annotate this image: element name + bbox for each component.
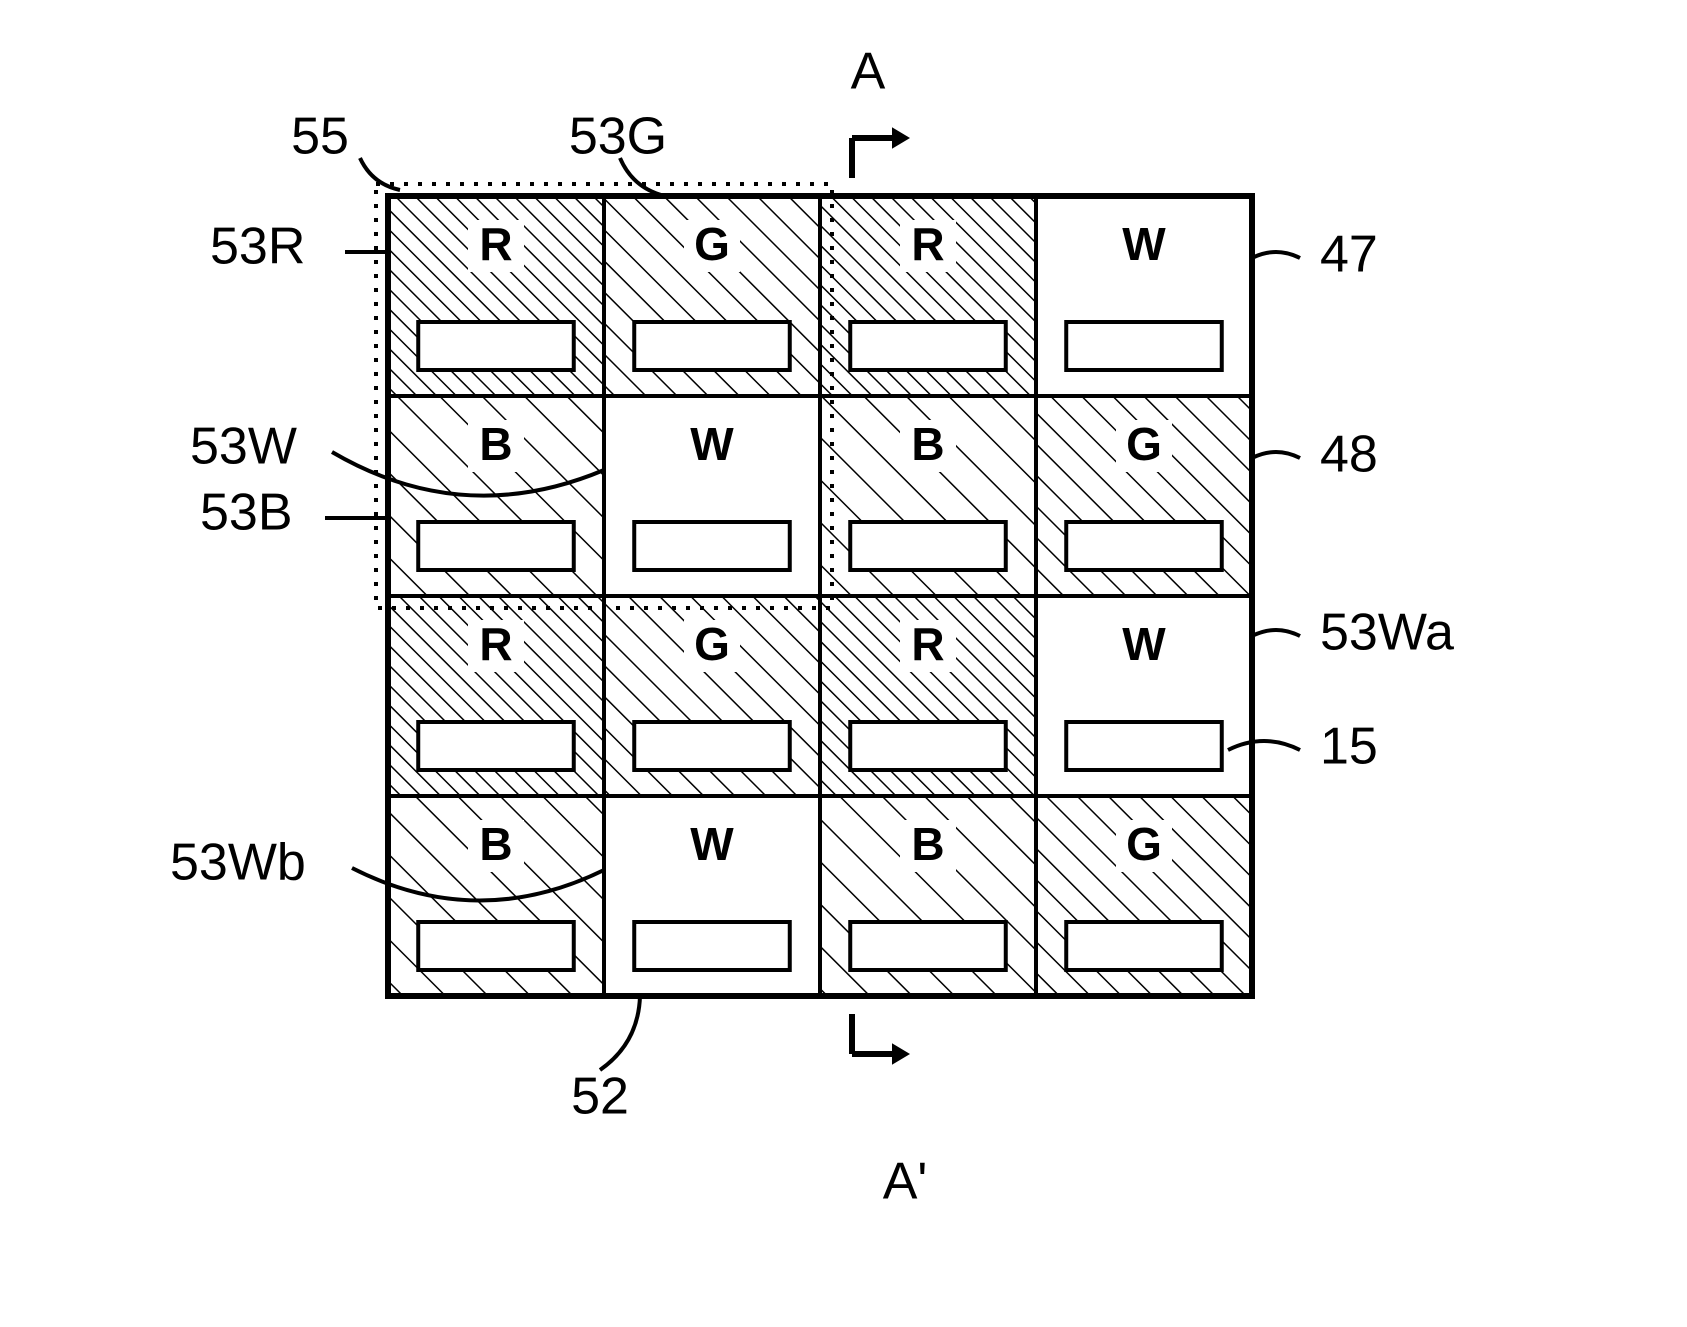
slot-rect (634, 922, 790, 970)
label-A: A (851, 43, 886, 101)
cell-letter-W: W (1122, 218, 1166, 270)
cell-letter-W: W (690, 418, 734, 470)
cell-letter-R: R (479, 218, 512, 270)
slot-rect (418, 722, 574, 770)
label-53G: 53G (569, 108, 667, 166)
section-Ap-arrow (892, 1043, 910, 1065)
slot-rect (1066, 722, 1222, 770)
cell-letter-G: G (1126, 418, 1162, 470)
slot-rect (418, 522, 574, 570)
label-55: 55 (291, 108, 349, 166)
slot-rect (1066, 322, 1222, 370)
label-A': A' (883, 1153, 928, 1211)
slot-rect (850, 322, 1006, 370)
slot-rect (850, 722, 1006, 770)
cell-letter-R: R (479, 618, 512, 670)
cell-letter-B: B (479, 418, 512, 470)
slot-rect (634, 522, 790, 570)
cell-letter-G: G (1126, 818, 1162, 870)
slot-rect (634, 322, 790, 370)
label-15: 15 (1320, 718, 1378, 776)
label-53Wa: 53Wa (1320, 604, 1454, 662)
cell-letter-W: W (1122, 618, 1166, 670)
slot-rect (634, 722, 790, 770)
slot-rect (1066, 922, 1222, 970)
diagram-svg: R G R W B W B G R G R W B W B G 55 53G A 53R 53W 53B 53Wb 47 48 5… (0, 0, 1687, 1327)
section-A-arrow (892, 127, 910, 149)
diagram-root: R G R W B W B G R G R W B W B G 55 53G A 53R 53W 53B 53Wb 47 48 5… (0, 0, 1687, 1327)
label-53W: 53W (190, 418, 297, 476)
slot-rect (1066, 522, 1222, 570)
slot-rect (850, 522, 1006, 570)
cell-letter-G: G (694, 618, 730, 670)
cell-letter-B: B (911, 418, 944, 470)
label-47: 47 (1320, 226, 1378, 284)
cell-letter-B: B (911, 818, 944, 870)
cell-letter-R: R (911, 218, 944, 270)
slot-rect (418, 322, 574, 370)
label-53B: 53B (200, 484, 293, 542)
slot-rect (418, 922, 574, 970)
cell-letter-R: R (911, 618, 944, 670)
leader-7 (1252, 452, 1300, 458)
leader-10 (600, 996, 640, 1070)
leader-8 (1252, 630, 1300, 636)
cell-letter-B: B (479, 818, 512, 870)
label-53Wb: 53Wb (170, 834, 306, 892)
label-52: 52 (571, 1068, 629, 1126)
label-48: 48 (1320, 426, 1378, 484)
leader-6 (1252, 252, 1300, 258)
slot-rect (850, 922, 1006, 970)
cell-letter-W: W (690, 818, 734, 870)
label-53R: 53R (210, 218, 305, 276)
cell-letter-G: G (694, 218, 730, 270)
